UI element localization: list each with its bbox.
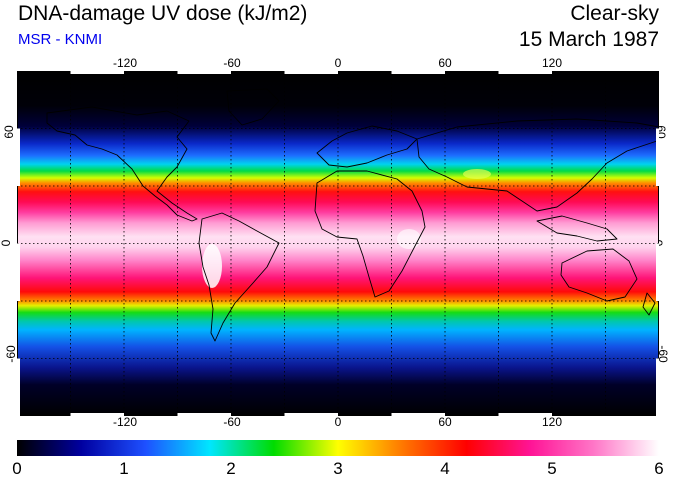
- colorbar: [17, 440, 659, 456]
- asia-coast: [416, 118, 659, 212]
- colorbar-label-1: 1: [119, 459, 129, 478]
- maritime-se-asia-coast: [536, 215, 618, 242]
- north-america-coast: [46, 106, 198, 222]
- colorbar-gradient: [17, 440, 659, 456]
- lon-label-bottom-minus120: -120: [112, 415, 138, 429]
- lon-label-top-60: 60: [438, 56, 452, 70]
- lat-label-left-0: 0: [0, 239, 13, 247]
- lon-label-top-0: 0: [334, 56, 342, 70]
- south-america-coast: [198, 212, 280, 342]
- map-frame: [17, 71, 659, 416]
- colorbar-label-4: 4: [440, 459, 450, 478]
- new-zealand-coast: [642, 292, 656, 316]
- tibet-high-dose-patch: [463, 169, 491, 179]
- colorbar-label-3: 3: [333, 459, 343, 478]
- colorbar-label-5: 5: [547, 459, 557, 478]
- chart-title: DNA-damage UV dose (kJ/m2): [18, 2, 308, 25]
- greenland-coast: [226, 88, 280, 126]
- australia-coast: [560, 248, 638, 302]
- europe-coast: [316, 125, 418, 168]
- lat-label-left-60: 60: [2, 125, 17, 139]
- lon-label-top-120: 120: [541, 56, 563, 70]
- coastlines: [46, 88, 659, 342]
- east-africa-high-dose-patch: [397, 229, 421, 249]
- lon-label-bottom-60: 60: [438, 415, 452, 429]
- colorbar-label-0: 0: [12, 459, 22, 478]
- graticule: [17, 71, 659, 416]
- lon-label-bottom-0: 0: [334, 415, 342, 429]
- colorbar-label-2: 2: [226, 459, 236, 478]
- data-source-label: MSR - KNMI: [18, 31, 103, 48]
- lon-label-bottom-120: 120: [541, 415, 563, 429]
- sky-condition-label: Clear-sky: [570, 2, 659, 25]
- lon-label-top-minus60: -60: [223, 56, 241, 70]
- lon-label-bottom-minus60: -60: [223, 415, 241, 429]
- andes-high-dose-patch: [202, 244, 222, 288]
- uv-dose-world-map: [17, 71, 659, 416]
- date-label: 15 March 1987: [518, 28, 659, 51]
- lon-label-top-minus120: -120: [112, 56, 138, 70]
- colorbar-label-6: 6: [654, 459, 664, 478]
- africa-coast: [314, 170, 426, 298]
